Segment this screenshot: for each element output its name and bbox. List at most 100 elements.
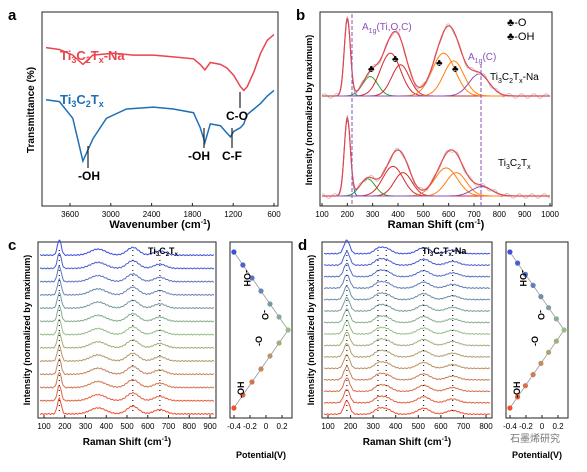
spectrum-4 xyxy=(323,274,491,290)
panel-d-ticks: 100 200 300 400 500 600 700 800 xyxy=(321,415,493,431)
fit-component xyxy=(322,172,550,197)
spectrum-7 xyxy=(323,307,491,324)
panel-c-side-tick-label: 0.2 xyxy=(276,422,288,431)
potential-point xyxy=(561,327,567,333)
side-c-label-oh-top: -OH xyxy=(242,270,252,287)
spectrum-9 xyxy=(39,343,215,363)
potential-point xyxy=(267,301,273,307)
panel-d-xlabel: Raman Shift (cm-1) xyxy=(363,436,451,448)
panel-c-tick-label: 400 xyxy=(100,422,114,431)
panel-d-side-ticks: -0.4 -0.2 0 0.2 xyxy=(503,415,564,431)
panel-d-side-tick-label: -0.4 xyxy=(503,422,517,431)
panel-b-tick-label: 200 xyxy=(341,210,355,219)
panel-b-curves xyxy=(321,16,551,199)
potential-point xyxy=(258,288,264,294)
panel-c-tick-label: 300 xyxy=(79,422,93,431)
panel-a-tick-label: 600 xyxy=(267,210,281,219)
panel-letter-b: b xyxy=(296,7,305,24)
potential-point xyxy=(249,379,255,385)
panel-b-tick-label: 300 xyxy=(366,210,380,219)
panel-d-tick-label: 100 xyxy=(321,422,335,431)
panel-a-tick-label: 1200 xyxy=(224,210,242,219)
potential-point xyxy=(553,338,560,344)
panel-c-xlabel: Raman Shift (cm-1) xyxy=(83,436,171,448)
panel-d-tick-label: 300 xyxy=(366,422,380,431)
panel-c-tick-label: 200 xyxy=(58,422,72,431)
panel-d-side-points xyxy=(507,249,567,411)
potential-point xyxy=(522,271,529,277)
panel-c-tick-label: 500 xyxy=(120,422,134,431)
panel-b-xlabel: Raman Shift (cm-1) xyxy=(388,219,485,231)
panel-b-tick-label: 500 xyxy=(417,210,431,219)
panel-c-curves xyxy=(39,239,215,415)
panel-c-side-frame xyxy=(229,241,293,419)
spectrum-7 xyxy=(39,318,215,336)
potential-point xyxy=(249,275,255,281)
panel-a-tick-label: 3600 xyxy=(61,210,79,219)
spectrum-12 xyxy=(39,384,215,402)
club-marker-3: ♣ xyxy=(436,58,443,69)
raw-spectrum xyxy=(321,115,551,199)
panel-d-frame xyxy=(321,241,493,419)
club-marker-1: ♣ xyxy=(368,64,375,75)
spectrum-6 xyxy=(323,296,491,312)
peak-label-a1g-c: A1g(C) xyxy=(468,52,496,65)
fit-component xyxy=(322,167,550,197)
annot-oh-1: -OH xyxy=(78,169,100,183)
fit-envelope xyxy=(322,115,550,197)
spectrum-4 xyxy=(39,277,215,296)
potential-point xyxy=(530,372,536,378)
series-ti3c2tx xyxy=(45,89,275,164)
spectrum-15 xyxy=(323,400,491,416)
side-c-label-o-bot: -O xyxy=(254,336,264,346)
potential-point xyxy=(231,405,237,411)
spectrum-14 xyxy=(323,389,490,404)
annot-cf: C-F xyxy=(222,149,242,163)
side-d-label-o-bot: -O xyxy=(530,336,540,346)
panel-c-side-ticks: -0.4 -0.2 0 0.2 xyxy=(227,415,288,431)
panel-b-frame xyxy=(319,11,553,207)
spectrum-11 xyxy=(39,371,215,389)
potential-point xyxy=(231,249,237,255)
potential-point xyxy=(515,394,521,400)
spectrum-3 xyxy=(39,264,215,283)
panel-d-side-frame xyxy=(505,241,569,419)
panel-c-tick-label: 100 xyxy=(37,422,51,431)
panel-c-side-xlabel: Potential(V) xyxy=(236,450,286,460)
potential-point xyxy=(507,249,513,255)
potential-point xyxy=(507,405,513,411)
panel-b-tick-label: 100 xyxy=(315,210,329,219)
potential-point xyxy=(515,260,521,266)
potential-point xyxy=(258,366,264,372)
potential-point xyxy=(276,340,282,346)
spectrum-6 xyxy=(39,305,215,323)
panel-c-side-tick-label: 0 xyxy=(264,422,269,431)
potential-point xyxy=(546,305,552,311)
watermark: 石墨烯研究 xyxy=(510,432,560,445)
spectrum-8 xyxy=(323,320,491,335)
spectrum-10 xyxy=(323,343,491,358)
peak-label-a1g-tioc: A1g(Ti,O,C) xyxy=(362,22,412,35)
panel-c-ticks: 100 200 300 400 500 600 700 800 900 xyxy=(37,415,217,431)
fit-envelope xyxy=(322,17,550,97)
potential-point xyxy=(522,383,529,389)
potential-point xyxy=(285,327,291,333)
panel-c-tick-label: 900 xyxy=(203,422,217,431)
potential-point xyxy=(553,316,560,322)
panel-d-side-xlabel: Potential(V) xyxy=(512,450,562,460)
spectrum-1 xyxy=(39,239,215,257)
legend-ti3c2tx: Ti3C2Tx xyxy=(60,92,104,109)
panel-b-label-na: Ti3C2Tx-Na xyxy=(490,72,539,85)
panel-b-tick-label: 700 xyxy=(467,210,481,219)
spectrum-2 xyxy=(39,252,215,270)
panel-letter-a: a xyxy=(8,7,17,24)
panel-d-tick-label: 800 xyxy=(479,422,493,431)
potential-point xyxy=(530,282,536,288)
side-d-label-oh-bot: -OH xyxy=(512,382,522,399)
spectrum-5 xyxy=(323,285,491,301)
side-c-label-o-top: -O xyxy=(260,310,270,320)
legend-club-o: ♣-O xyxy=(507,17,527,29)
panel-a-tick-label: 1800 xyxy=(184,210,202,219)
